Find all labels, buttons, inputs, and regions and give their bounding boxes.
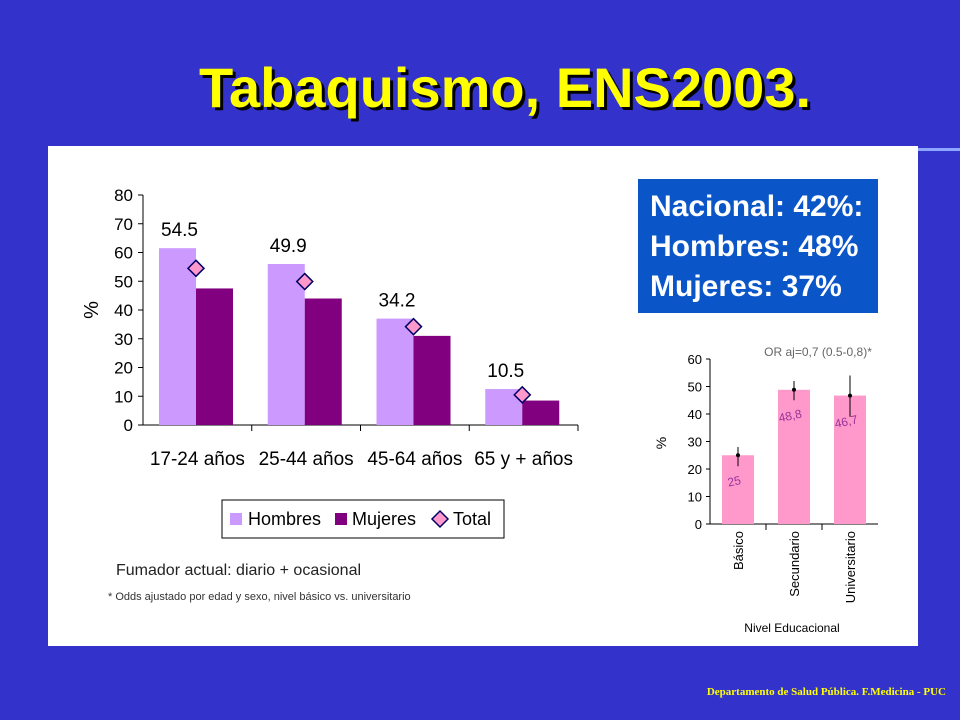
callout-line-nacional: Nacional: 42%: <box>650 190 864 223</box>
national-prevalence-callout: Nacional: 42%: Hombres: 48% Mujeres: 37% <box>638 179 878 313</box>
slide-title: Tabaquismo, ENS2003. <box>198 56 812 119</box>
current-smoker-note: Fumador actual: diario + ocasional <box>116 562 362 579</box>
callout-line-hombres: Hombres: 48% <box>650 230 859 263</box>
odds-footnote: * Odds ajustado por edad y sexo, nivel b… <box>108 591 411 603</box>
callout-line-mujeres: Mujeres: 37% <box>650 270 842 303</box>
footer-credit: Departamento de Salud Pública. F.Medicin… <box>706 686 946 698</box>
